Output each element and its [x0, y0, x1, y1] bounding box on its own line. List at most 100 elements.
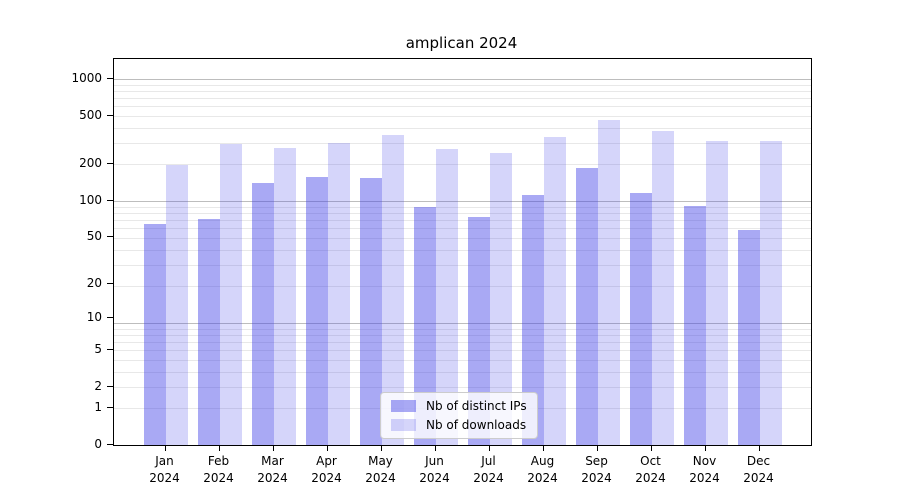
x-tick — [704, 445, 706, 451]
y-tick — [107, 282, 113, 284]
x-tick-year: 2024 — [365, 471, 396, 485]
x-tick — [326, 445, 328, 451]
bar-downloads — [543, 137, 566, 445]
x-tick — [488, 445, 490, 451]
x-tick — [650, 445, 652, 451]
bar-downloads — [489, 152, 512, 445]
plot-area: Nb of distinct IPs Nb of downloads — [113, 58, 812, 446]
x-tick-label: Jun 2024 — [406, 453, 464, 487]
x-tick-month: Feb — [207, 454, 230, 468]
minor-gridline — [114, 142, 811, 144]
y-tick — [107, 199, 113, 201]
bar-downloads — [273, 147, 296, 445]
x-tick-month: Jul — [481, 454, 496, 468]
y-tick-label: 50 — [86, 228, 102, 243]
legend-item-distinct-ips: Nb of distinct IPs — [391, 398, 527, 414]
legend-swatch-downloads — [391, 419, 416, 431]
y-tick — [107, 163, 113, 165]
x-tick-month: May — [368, 454, 393, 468]
minor-gridline — [114, 334, 811, 336]
minor-gridline — [114, 264, 811, 266]
minor-gridline — [114, 371, 811, 373]
bar-distinct-ips — [629, 192, 652, 445]
minor-gridline — [114, 286, 811, 288]
x-tick — [758, 445, 760, 451]
bar-distinct-ips — [575, 167, 598, 445]
x-tick-label: Nov 2024 — [676, 453, 734, 487]
y-tick-label: 2 — [94, 378, 102, 393]
minor-gridline — [114, 206, 811, 208]
y-tick — [107, 78, 113, 79]
minor-gridline — [114, 98, 811, 99]
x-tick-label: Jan 2024 — [136, 453, 194, 487]
y-tick — [107, 349, 113, 351]
y-tick-label: 10 — [86, 310, 102, 324]
major-gridline — [114, 201, 811, 203]
bar-distinct-ips — [413, 207, 436, 445]
bar-downloads — [651, 130, 674, 445]
bar-distinct-ips — [251, 183, 274, 445]
x-tick-label: Apr 2024 — [298, 453, 356, 487]
x-tick-year: 2024 — [203, 471, 234, 485]
minor-gridline — [114, 106, 811, 108]
x-tick — [164, 445, 166, 451]
x-tick — [380, 445, 382, 451]
minor-gridline — [114, 228, 811, 230]
x-tick-month: Oct — [640, 454, 661, 468]
major-gridline — [114, 323, 811, 324]
minor-gridline — [114, 219, 811, 221]
y-tick — [107, 317, 113, 318]
y-tick — [107, 407, 113, 409]
bar-downloads — [219, 143, 242, 445]
x-tick-label: Dec 2024 — [730, 453, 788, 487]
y-tick — [107, 444, 113, 445]
x-tick-year: 2024 — [743, 471, 774, 485]
x-tick-month: Mar — [261, 454, 284, 468]
y-tick — [107, 114, 113, 116]
bar-distinct-ips — [197, 219, 220, 445]
legend: Nb of distinct IPs Nb of downloads — [380, 392, 538, 439]
x-tick-month: Jun — [425, 454, 444, 468]
bar-downloads — [435, 149, 458, 445]
x-tick-label: Oct 2024 — [622, 453, 680, 487]
x-tick-label: Jul 2024 — [460, 453, 518, 487]
x-tick — [542, 445, 544, 451]
x-tick-label: Aug 2024 — [514, 453, 572, 487]
x-tick-year: 2024 — [473, 471, 504, 485]
bar-distinct-ips — [467, 217, 490, 445]
bar-distinct-ips — [683, 206, 706, 445]
x-tick-year: 2024 — [419, 471, 450, 485]
bar-distinct-ips — [737, 229, 760, 445]
x-tick-month: Aug — [530, 454, 555, 468]
y-tick-label: 200 — [79, 156, 102, 171]
x-tick — [434, 445, 436, 451]
bar-distinct-ips — [305, 177, 328, 445]
y-tick-label: 20 — [86, 275, 102, 290]
minor-gridline — [114, 249, 811, 251]
minor-gridline — [114, 341, 811, 343]
x-tick-label: Feb 2024 — [190, 453, 248, 487]
x-tick-label: May 2024 — [352, 453, 410, 487]
y-tick — [107, 385, 113, 387]
x-tick-year: 2024 — [257, 471, 288, 485]
minor-gridline — [114, 328, 811, 330]
major-gridline — [114, 79, 811, 81]
x-tick-year: 2024 — [149, 471, 180, 485]
x-tick-label: Mar 2024 — [244, 453, 302, 487]
bar-distinct-ips — [359, 177, 382, 445]
bar-downloads — [381, 135, 404, 445]
bar-distinct-ips — [143, 223, 166, 445]
x-tick — [596, 445, 598, 451]
bar-downloads — [597, 120, 620, 445]
bar-downloads — [165, 164, 188, 445]
minor-gridline — [114, 115, 811, 117]
legend-label-downloads: Nb of downloads — [426, 418, 527, 432]
bar-downloads — [327, 143, 350, 445]
x-tick-label: Sep 2024 — [568, 453, 626, 487]
minor-gridline — [114, 386, 811, 388]
minor-gridline — [114, 90, 811, 92]
x-tick-year: 2024 — [311, 471, 342, 485]
y-tick-label: 5 — [94, 342, 102, 357]
legend-item-downloads: Nb of downloads — [391, 417, 527, 433]
minor-gridline — [114, 84, 811, 86]
